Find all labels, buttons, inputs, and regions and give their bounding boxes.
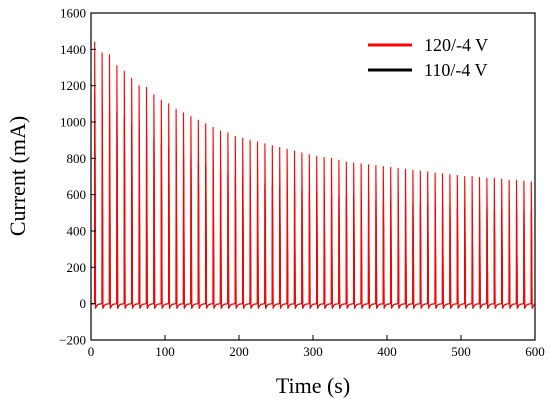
- y-axis: −200 0 200 400 600 800 1000 1200 1400 1600: [59, 6, 96, 348]
- legend-label-110v: 110/-4 V: [424, 60, 488, 80]
- y-axis-title: Current (mA): [5, 116, 30, 236]
- x-tick-label: 0: [88, 344, 95, 359]
- x-tick-label: 600: [525, 344, 545, 359]
- y-tick-label: −200: [59, 333, 86, 348]
- x-axis-title: Time (s): [276, 373, 350, 398]
- x-tick-label: 300: [303, 344, 323, 359]
- x-tick-label: 500: [451, 344, 471, 359]
- y-tick-label: 1600: [60, 6, 86, 21]
- x-axis: 0 100 200 300 400 500 600: [88, 335, 545, 359]
- y-tick-label: 1200: [60, 78, 86, 93]
- series-line-120v: [91, 41, 536, 309]
- x-tick-label: 400: [377, 344, 397, 359]
- plot-data-area: [91, 41, 536, 309]
- y-tick-label: 600: [67, 187, 87, 202]
- y-tick-label: 800: [67, 151, 87, 166]
- series-line-110v: [91, 94, 536, 309]
- y-tick-label: 1400: [60, 42, 86, 57]
- y-tick-label: 0: [80, 296, 87, 311]
- legend: 120/-4 V 110/-4 V: [368, 35, 488, 80]
- x-tick-label: 100: [155, 344, 175, 359]
- y-tick-label: 1000: [60, 115, 86, 130]
- x-tick-label: 200: [229, 344, 249, 359]
- y-tick-label: 400: [67, 224, 87, 239]
- y-tick-label: 200: [67, 260, 87, 275]
- legend-label-120v: 120/-4 V: [424, 35, 488, 55]
